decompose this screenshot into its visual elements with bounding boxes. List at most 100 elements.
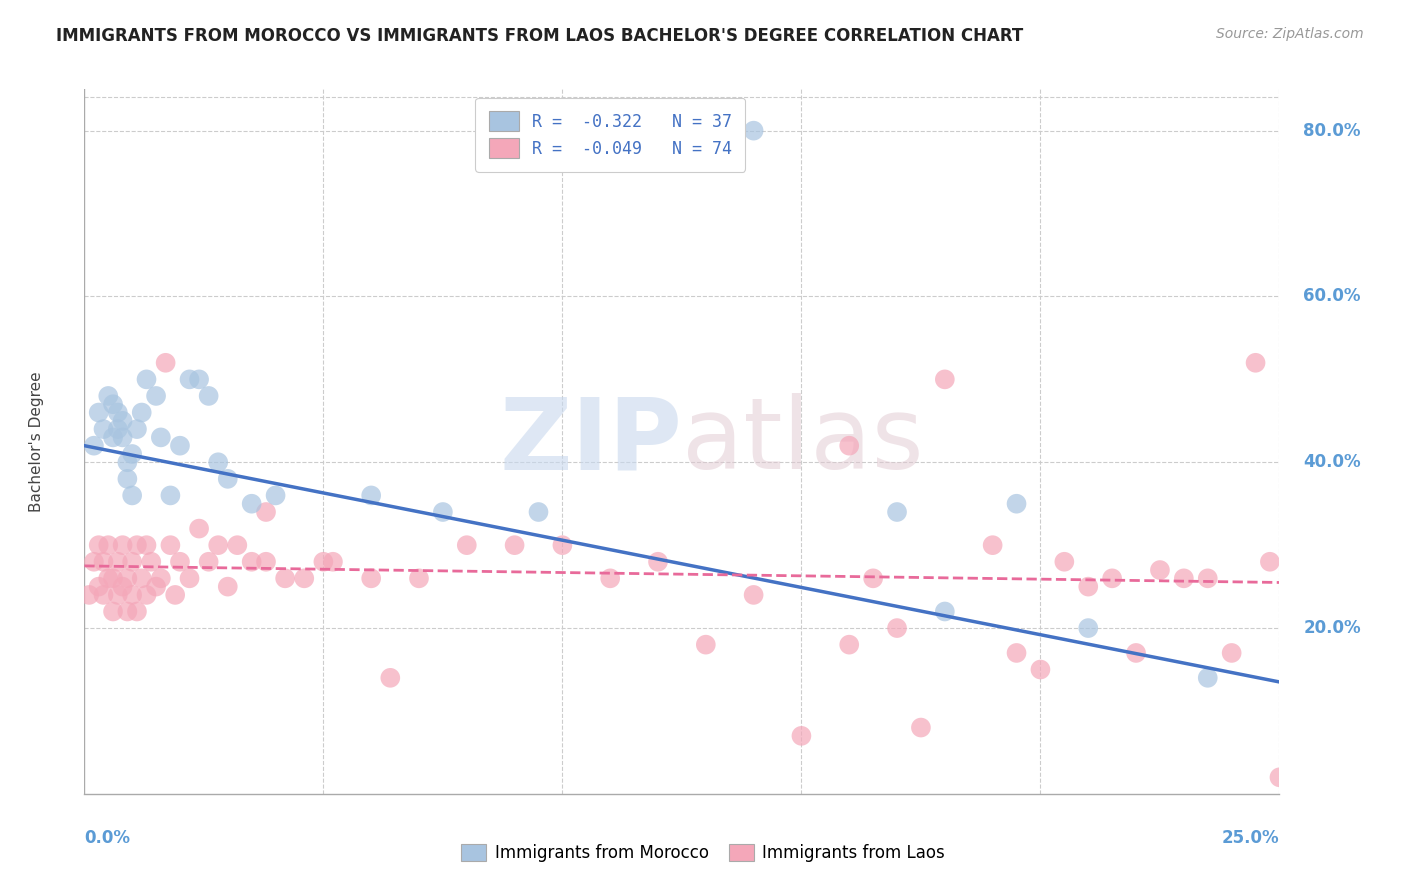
Text: 80.0%: 80.0% bbox=[1303, 121, 1361, 140]
Point bbox=[145, 389, 167, 403]
Point bbox=[121, 555, 143, 569]
Point bbox=[131, 571, 153, 585]
Point bbox=[145, 580, 167, 594]
Point bbox=[101, 571, 124, 585]
Point bbox=[101, 397, 124, 411]
Point bbox=[240, 555, 263, 569]
Point bbox=[159, 488, 181, 502]
Point bbox=[1101, 571, 1123, 585]
Point bbox=[1173, 571, 1195, 585]
Point bbox=[1268, 770, 1291, 784]
Point bbox=[207, 455, 229, 469]
Point bbox=[217, 472, 239, 486]
Point bbox=[107, 588, 129, 602]
Point bbox=[131, 405, 153, 419]
Point bbox=[408, 571, 430, 585]
Point bbox=[101, 605, 124, 619]
Point bbox=[159, 538, 181, 552]
Point bbox=[1220, 646, 1243, 660]
Point bbox=[254, 505, 277, 519]
Point bbox=[107, 555, 129, 569]
Point bbox=[838, 439, 860, 453]
Point bbox=[197, 555, 219, 569]
Point bbox=[456, 538, 478, 552]
Point bbox=[107, 422, 129, 436]
Legend: R =  -0.322   N = 37, R =  -0.049   N = 74: R = -0.322 N = 37, R = -0.049 N = 74 bbox=[475, 97, 745, 171]
Point bbox=[503, 538, 526, 552]
Point bbox=[1197, 571, 1219, 585]
Point bbox=[432, 505, 454, 519]
Point bbox=[380, 671, 402, 685]
Point bbox=[1005, 646, 1028, 660]
Point bbox=[264, 488, 287, 502]
Point bbox=[217, 580, 239, 594]
Point bbox=[125, 605, 148, 619]
Point bbox=[1244, 356, 1267, 370]
Point bbox=[1125, 646, 1147, 660]
Point bbox=[87, 405, 110, 419]
Point bbox=[97, 571, 120, 585]
Point bbox=[862, 571, 884, 585]
Point bbox=[179, 571, 201, 585]
Point bbox=[1077, 621, 1099, 635]
Point bbox=[169, 555, 191, 569]
Point bbox=[121, 447, 143, 461]
Point bbox=[97, 389, 120, 403]
Point bbox=[742, 123, 765, 137]
Point bbox=[312, 555, 335, 569]
Point bbox=[934, 372, 956, 386]
Point bbox=[886, 621, 908, 635]
Point bbox=[87, 580, 110, 594]
Point bbox=[1005, 497, 1028, 511]
Point bbox=[117, 472, 139, 486]
Point bbox=[790, 729, 813, 743]
Point bbox=[101, 430, 124, 444]
Point bbox=[93, 555, 115, 569]
Point bbox=[165, 588, 187, 602]
Point bbox=[695, 638, 717, 652]
Point bbox=[274, 571, 297, 585]
Point bbox=[1053, 555, 1076, 569]
Point bbox=[254, 555, 277, 569]
Point bbox=[141, 555, 163, 569]
Point bbox=[910, 721, 932, 735]
Point bbox=[981, 538, 1004, 552]
Point bbox=[125, 538, 148, 552]
Point bbox=[1149, 563, 1171, 577]
Point bbox=[117, 455, 139, 469]
Point bbox=[360, 488, 382, 502]
Point bbox=[197, 389, 219, 403]
Legend: Immigrants from Morocco, Immigrants from Laos: Immigrants from Morocco, Immigrants from… bbox=[453, 836, 953, 871]
Point bbox=[121, 588, 143, 602]
Point bbox=[647, 555, 669, 569]
Point bbox=[155, 356, 177, 370]
Point bbox=[83, 439, 105, 453]
Text: 25.0%: 25.0% bbox=[1222, 830, 1279, 847]
Point bbox=[1258, 555, 1281, 569]
Text: ZIP: ZIP bbox=[499, 393, 682, 490]
Point bbox=[527, 505, 550, 519]
Point bbox=[551, 538, 574, 552]
Point bbox=[121, 488, 143, 502]
Point bbox=[1029, 663, 1052, 677]
Point bbox=[240, 497, 263, 511]
Point bbox=[111, 430, 134, 444]
Point bbox=[125, 422, 148, 436]
Point bbox=[934, 605, 956, 619]
Point bbox=[599, 571, 621, 585]
Text: atlas: atlas bbox=[682, 393, 924, 490]
Point bbox=[1077, 580, 1099, 594]
Point bbox=[360, 571, 382, 585]
Point bbox=[188, 522, 211, 536]
Point bbox=[111, 414, 134, 428]
Point bbox=[117, 571, 139, 585]
Point bbox=[169, 439, 191, 453]
Point bbox=[97, 538, 120, 552]
Point bbox=[87, 538, 110, 552]
Point bbox=[135, 538, 157, 552]
Point bbox=[135, 372, 157, 386]
Text: 40.0%: 40.0% bbox=[1303, 453, 1361, 471]
Point bbox=[886, 505, 908, 519]
Point bbox=[149, 571, 172, 585]
Point bbox=[1197, 671, 1219, 685]
